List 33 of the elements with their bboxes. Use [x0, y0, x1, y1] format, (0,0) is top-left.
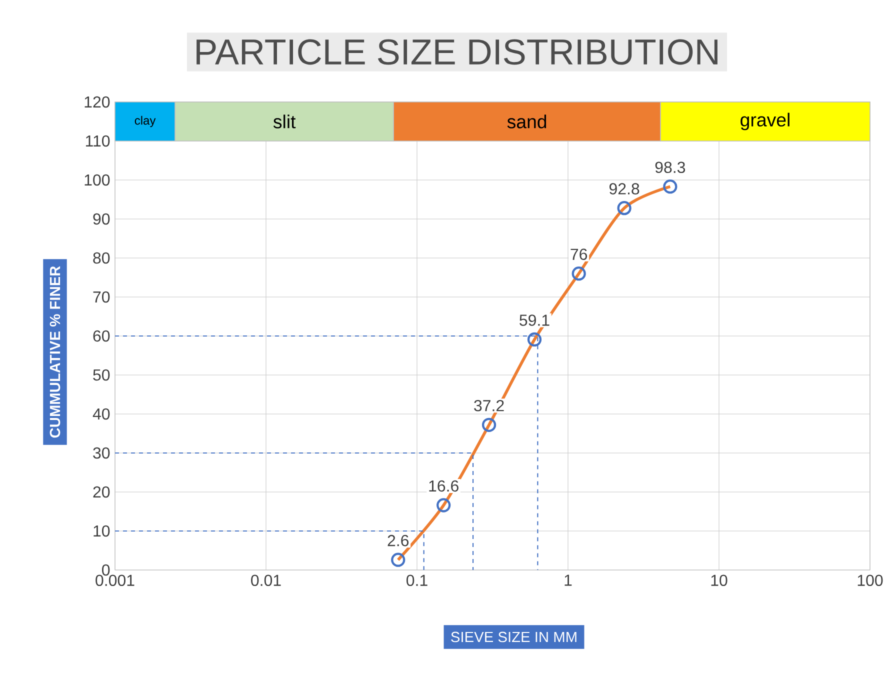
- y-tick-label: 100: [84, 174, 110, 186]
- band-label: gravel: [740, 112, 790, 130]
- data-label: 2.6: [388, 534, 409, 546]
- y-tick-label: 20: [93, 486, 110, 498]
- band-label: sand: [507, 114, 546, 128]
- y-tick-label: 90: [93, 213, 110, 225]
- y-tick-label: 120: [84, 96, 110, 108]
- data-label: 37.2: [474, 400, 504, 412]
- y-axis-title: CUMMULATIVE % FINER: [50, 266, 60, 438]
- y-tick-label: 30: [93, 447, 110, 459]
- x-tick-label: 0.001: [96, 574, 134, 586]
- y-tick-label: 110: [86, 135, 110, 147]
- y-tick-label: 40: [92, 408, 110, 420]
- data-label: 98.3: [655, 162, 686, 174]
- y-tick-label: 70: [93, 291, 110, 303]
- y-tick-label: 60: [93, 330, 110, 342]
- y-tick-label: 80: [93, 252, 110, 264]
- y-tick-label: 10: [94, 525, 110, 537]
- data-label: 59.1: [520, 314, 550, 326]
- x-tick-label: 1: [564, 574, 572, 586]
- y-tick-label: 50: [93, 369, 110, 381]
- chart-title: PARTICLE SIZE DISTRIBUTION: [196, 39, 718, 65]
- data-label: 16.6: [429, 480, 458, 492]
- data-label: 76: [570, 248, 588, 260]
- band-label: clay: [134, 116, 156, 128]
- y-tick-label: 0: [102, 564, 110, 576]
- data-label: 92.8: [609, 183, 640, 194]
- x-tick-label: 0.1: [406, 574, 428, 586]
- band-label: slit: [273, 114, 296, 128]
- x-tick-label: 0.01: [251, 574, 281, 586]
- x-tick-label: 10: [711, 574, 728, 586]
- x-tick-label: 100: [858, 574, 883, 586]
- x-axis-title: SIEVE SIZE IN MM: [451, 632, 576, 642]
